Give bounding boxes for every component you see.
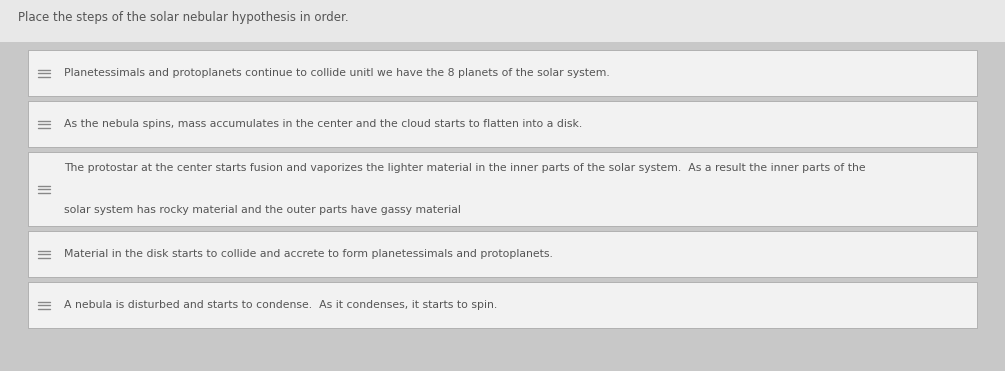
Text: A nebula is disturbed and starts to condense.  As it condenses, it starts to spi: A nebula is disturbed and starts to cond…	[64, 300, 497, 310]
FancyBboxPatch shape	[0, 0, 1005, 42]
FancyBboxPatch shape	[28, 152, 977, 226]
Text: As the nebula spins, mass accumulates in the center and the cloud starts to flat: As the nebula spins, mass accumulates in…	[64, 119, 582, 129]
Text: The protostar at the center starts fusion and vaporizes the lighter material in : The protostar at the center starts fusio…	[64, 163, 865, 173]
FancyBboxPatch shape	[28, 101, 977, 147]
Text: Planetessimals and protoplanets continue to collide unitl we have the 8 planets : Planetessimals and protoplanets continue…	[64, 68, 610, 78]
FancyBboxPatch shape	[28, 231, 977, 277]
FancyBboxPatch shape	[28, 282, 977, 328]
Text: solar system has rocky material and the outer parts have gassy material: solar system has rocky material and the …	[64, 205, 461, 215]
FancyBboxPatch shape	[28, 50, 977, 96]
Text: Place the steps of the solar nebular hypothesis in order.: Place the steps of the solar nebular hyp…	[18, 12, 349, 24]
Text: Material in the disk starts to collide and accrete to form planetessimals and pr: Material in the disk starts to collide a…	[64, 249, 553, 259]
